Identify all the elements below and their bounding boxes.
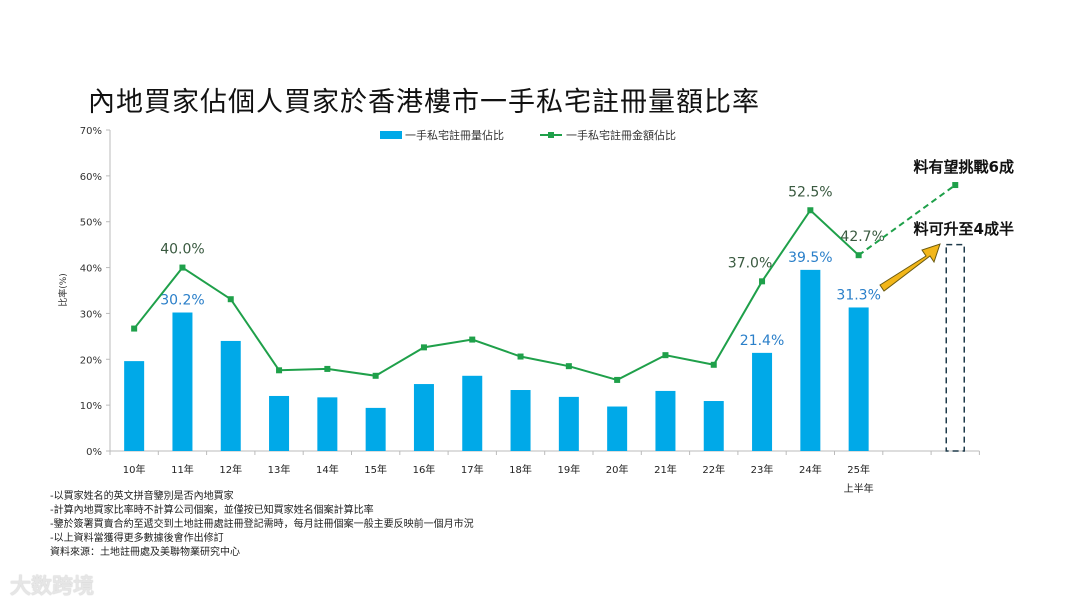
legend-bar-swatch — [380, 131, 402, 139]
bar-data-label: 21.4% — [740, 333, 784, 349]
x-tick-label: 10年 — [123, 463, 146, 476]
legend-bar-label: 一手私宅註冊量佔比 — [405, 128, 504, 142]
projection-volume-label: 料可升至4成半 — [914, 220, 1014, 238]
bar — [558, 396, 579, 451]
line-point — [179, 264, 186, 271]
x-tick-label: 18年 — [509, 463, 532, 476]
projection-point — [952, 182, 959, 189]
projection-amount-label: 料有望挑戰6成 — [914, 158, 1014, 176]
line-point — [324, 365, 331, 372]
line-point — [759, 278, 766, 285]
note: -鑒於簽署買賣合約至遞交到土地註冊處註冊登記需時，每月註冊個案一般主要反映前一個… — [50, 519, 474, 530]
x-tick-label: 19年 — [557, 463, 580, 476]
line-point — [372, 372, 379, 379]
line-point — [469, 336, 476, 343]
x-tick-label: 12年 — [219, 463, 242, 476]
line-point — [227, 296, 234, 303]
line-data-label: 52.5% — [788, 184, 832, 200]
legend-line-label: 一手私宅註冊金額佔比 — [566, 128, 676, 142]
line-point — [131, 325, 138, 332]
line-point — [807, 207, 814, 214]
note: -計算內地買家比率時不計算公司個案，並僅按已知買家姓名個案計算比率 — [50, 505, 374, 516]
bar — [220, 340, 241, 451]
projection-box — [945, 243, 965, 452]
x-tick-label: 25年 — [847, 463, 870, 476]
x-tick-label: 15年 — [364, 463, 387, 476]
line-point — [662, 352, 669, 359]
x-tick-label: 24年 — [799, 463, 822, 476]
line-data-label: 37.0% — [728, 255, 772, 271]
bar — [800, 269, 821, 451]
bar — [607, 406, 628, 451]
bar — [462, 375, 483, 451]
y-tick-label: 0% — [86, 447, 102, 458]
bar — [413, 384, 434, 451]
y-tick-label: 60% — [80, 172, 102, 183]
y-tick-label: 10% — [80, 401, 102, 412]
bar — [317, 397, 338, 451]
line-series — [133, 208, 860, 381]
note: -以買家姓名的英文拼音鑒別是否內地買家 — [50, 491, 234, 502]
x-tick-label: 23年 — [751, 463, 774, 476]
y-tick-label: 70% — [80, 126, 102, 137]
line-point — [614, 376, 621, 383]
x-tick-label: 20年 — [606, 463, 629, 476]
y-tick-label: 40% — [80, 264, 102, 275]
bar — [655, 390, 676, 451]
line-data-label: 40.0% — [160, 242, 204, 258]
bar — [172, 312, 193, 451]
x-tick-label: 21年 — [654, 463, 677, 476]
arrow-icon — [879, 243, 941, 292]
bar — [365, 407, 386, 451]
bar — [510, 390, 531, 451]
bar — [848, 307, 869, 451]
legend-line-marker — [548, 132, 554, 138]
line-point — [276, 367, 283, 374]
line-point — [420, 344, 427, 351]
x-tick-sublabel: 上半年 — [844, 482, 874, 495]
bar — [703, 401, 724, 451]
bar-data-label: 30.2% — [160, 293, 204, 309]
bar-data-label: 31.3% — [836, 287, 880, 303]
x-tick-label: 22年 — [702, 463, 725, 476]
bar — [752, 352, 773, 451]
line-data-label: 42.7% — [840, 229, 884, 245]
y-axis-label: 比率(%) — [57, 273, 69, 307]
y-tick-label: 30% — [80, 309, 102, 320]
bar-data-label: 39.5% — [788, 250, 832, 266]
source-note: 資料來源：土地註冊處及美聯物業研究中心 — [50, 547, 240, 558]
bar — [124, 361, 145, 451]
x-tick-label: 17年 — [461, 463, 484, 476]
x-tick-label: 11年 — [171, 463, 194, 476]
line-point — [517, 353, 524, 360]
x-tick-label: 14年 — [316, 463, 339, 476]
line-point — [710, 361, 717, 368]
page-title: 內地買家佔個人買家於香港樓市一手私宅註冊量額比率 — [88, 87, 760, 118]
x-tick-label: 16年 — [413, 463, 436, 476]
watermark: 大数跨境 — [10, 574, 94, 598]
y-tick-label: 20% — [80, 355, 102, 366]
footnotes: -以買家姓名的英文拼音鑒別是否內地買家 -計算內地買家比率時不計算公司個案，並僅… — [50, 490, 474, 560]
x-tick-label: 13年 — [268, 463, 291, 476]
bar — [269, 395, 290, 451]
note: -以上資料當獲得更多數據後會作出修訂 — [50, 533, 224, 544]
y-tick-label: 50% — [80, 218, 102, 229]
line-point — [565, 363, 572, 370]
